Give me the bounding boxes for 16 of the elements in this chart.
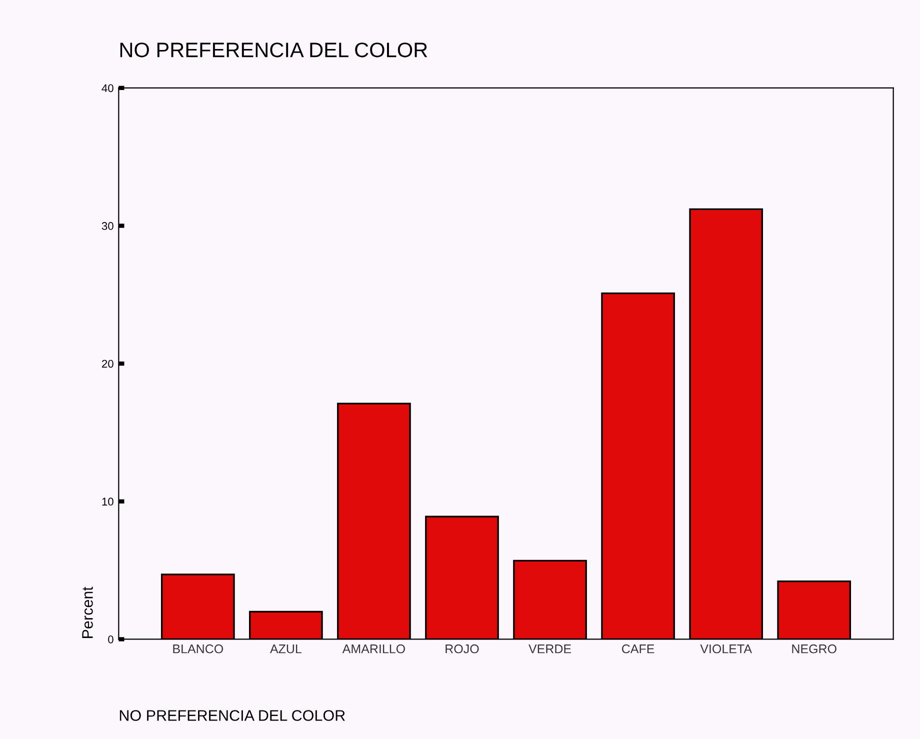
x-tick-label: ROJO (446, 644, 479, 654)
y-tick-label: 20 (102, 360, 114, 368)
x-tick-label: CAFE (622, 644, 654, 654)
y-tick-label: 10 (102, 498, 114, 506)
x-tick-label: AZUL (270, 644, 302, 654)
x-tick-label: VERDE (528, 644, 572, 654)
x-tick-label: VIOLETA (700, 644, 752, 654)
y-tick-label: 0 (108, 636, 114, 644)
x-axis-title: NO PREFERENCIA DEL COLOR (120, 710, 345, 721)
y-tick-label: 40 (102, 84, 114, 92)
chart-title: NO PREFERENCIA DEL COLOR (120, 42, 428, 58)
x-tick-label: AMARILLO (342, 644, 405, 654)
x-tick-label: BLANCO (173, 644, 224, 654)
y-tick-label: 30 (102, 222, 114, 230)
x-tick-label: NEGRO (792, 644, 836, 654)
y-axis-title: Percent (82, 586, 93, 638)
